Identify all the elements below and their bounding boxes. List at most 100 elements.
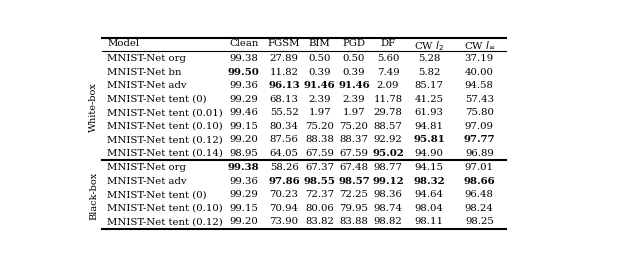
Text: 67.37: 67.37: [305, 163, 334, 172]
Text: Black-box: Black-box: [90, 172, 99, 221]
Text: 99.15: 99.15: [229, 204, 258, 213]
Text: 72.37: 72.37: [305, 190, 334, 199]
Text: 99.20: 99.20: [229, 135, 258, 144]
Text: 2.39: 2.39: [343, 95, 365, 104]
Text: 0.39: 0.39: [343, 68, 365, 77]
Text: 1.97: 1.97: [308, 108, 331, 117]
Text: 91.46: 91.46: [304, 81, 335, 90]
Text: 94.64: 94.64: [415, 190, 444, 199]
Text: 96.48: 96.48: [465, 190, 493, 199]
Text: 70.23: 70.23: [269, 190, 299, 199]
Text: MNIST-Net adv: MNIST-Net adv: [108, 81, 187, 90]
Text: 98.77: 98.77: [374, 163, 403, 172]
Text: 0.50: 0.50: [343, 54, 365, 63]
Text: MNIST-Net tent (0.10): MNIST-Net tent (0.10): [108, 122, 223, 131]
Text: 0.50: 0.50: [308, 54, 331, 63]
Text: 67.48: 67.48: [340, 163, 369, 172]
Text: 11.78: 11.78: [374, 95, 403, 104]
Text: 91.46: 91.46: [338, 81, 370, 90]
Text: 99.38: 99.38: [228, 163, 259, 172]
Text: 98.95: 98.95: [229, 148, 258, 158]
Text: 75.20: 75.20: [340, 122, 369, 131]
Text: 87.56: 87.56: [269, 135, 298, 144]
Text: 0.39: 0.39: [308, 68, 331, 77]
Text: 40.00: 40.00: [465, 68, 493, 77]
Text: 97.77: 97.77: [463, 135, 495, 144]
Text: MNIST-Net tent (0.14): MNIST-Net tent (0.14): [108, 148, 223, 158]
Text: 72.25: 72.25: [340, 190, 369, 199]
Text: 73.90: 73.90: [269, 217, 299, 226]
Text: 27.89: 27.89: [269, 54, 298, 63]
Text: 83.82: 83.82: [305, 217, 334, 226]
Text: 58.26: 58.26: [269, 163, 298, 172]
Text: 99.12: 99.12: [372, 177, 404, 186]
Text: 98.24: 98.24: [465, 204, 493, 213]
Text: FGSM: FGSM: [268, 39, 300, 49]
Text: 98.25: 98.25: [465, 217, 493, 226]
Text: MNIST-Net tent (0.12): MNIST-Net tent (0.12): [108, 135, 223, 144]
Text: 41.25: 41.25: [415, 95, 444, 104]
Text: MNIST-Net tent (0): MNIST-Net tent (0): [108, 190, 207, 199]
Text: 88.37: 88.37: [340, 135, 369, 144]
Text: 2.39: 2.39: [308, 95, 331, 104]
Text: 94.90: 94.90: [415, 148, 444, 158]
Text: 94.15: 94.15: [415, 163, 444, 172]
Text: 99.36: 99.36: [229, 177, 258, 186]
Text: CW $l_\infty$: CW $l_\infty$: [463, 39, 495, 51]
Text: 98.36: 98.36: [374, 190, 403, 199]
Text: 75.80: 75.80: [465, 108, 493, 117]
Text: 55.52: 55.52: [269, 108, 298, 117]
Text: 99.20: 99.20: [229, 217, 258, 226]
Text: 7.49: 7.49: [377, 68, 399, 77]
Text: White-box: White-box: [90, 83, 99, 132]
Text: 79.95: 79.95: [340, 204, 369, 213]
Text: 98.55: 98.55: [303, 177, 335, 186]
Text: 98.32: 98.32: [413, 177, 445, 186]
Text: 99.50: 99.50: [228, 68, 260, 77]
Text: 11.82: 11.82: [269, 68, 299, 77]
Text: 97.86: 97.86: [268, 177, 300, 186]
Text: 80.06: 80.06: [305, 204, 334, 213]
Text: 57.43: 57.43: [465, 95, 494, 104]
Text: 98.66: 98.66: [463, 177, 495, 186]
Text: MNIST-Net org: MNIST-Net org: [108, 163, 186, 172]
Text: 67.59: 67.59: [305, 148, 334, 158]
Text: 99.46: 99.46: [229, 108, 258, 117]
Text: 80.34: 80.34: [269, 122, 299, 131]
Text: 67.59: 67.59: [340, 148, 369, 158]
Text: 61.93: 61.93: [415, 108, 444, 117]
Text: 75.20: 75.20: [305, 122, 334, 131]
Text: 97.09: 97.09: [465, 122, 493, 131]
Text: 92.92: 92.92: [374, 135, 403, 144]
Text: 2.09: 2.09: [377, 81, 399, 90]
Text: Clean: Clean: [229, 39, 259, 49]
Text: MNIST-Net tent (0.10): MNIST-Net tent (0.10): [108, 204, 223, 213]
Text: Model: Model: [108, 39, 140, 49]
Text: 88.57: 88.57: [374, 122, 403, 131]
Text: MNIST-Net tent (0.12): MNIST-Net tent (0.12): [108, 217, 223, 226]
Text: 37.19: 37.19: [465, 54, 494, 63]
Text: 96.89: 96.89: [465, 148, 493, 158]
Text: 98.57: 98.57: [338, 177, 370, 186]
Text: DF: DF: [380, 39, 396, 49]
Text: 95.81: 95.81: [413, 135, 445, 144]
Text: 97.01: 97.01: [465, 163, 494, 172]
Text: 5.82: 5.82: [418, 68, 440, 77]
Text: 94.58: 94.58: [465, 81, 493, 90]
Text: 95.02: 95.02: [372, 148, 404, 158]
Text: MNIST-Net bn: MNIST-Net bn: [108, 68, 182, 77]
Text: 1.97: 1.97: [343, 108, 365, 117]
Text: 99.29: 99.29: [229, 190, 258, 199]
Text: 5.28: 5.28: [418, 54, 440, 63]
Text: 98.82: 98.82: [374, 217, 403, 226]
Text: 70.94: 70.94: [269, 204, 299, 213]
Text: 68.13: 68.13: [269, 95, 299, 104]
Text: 94.81: 94.81: [415, 122, 444, 131]
Text: 64.05: 64.05: [269, 148, 298, 158]
Text: 83.88: 83.88: [340, 217, 369, 226]
Text: 98.11: 98.11: [415, 217, 444, 226]
Text: 99.29: 99.29: [229, 95, 258, 104]
Text: MNIST-Net tent (0.01): MNIST-Net tent (0.01): [108, 108, 223, 117]
Text: 98.04: 98.04: [415, 204, 444, 213]
Text: 88.38: 88.38: [305, 135, 334, 144]
